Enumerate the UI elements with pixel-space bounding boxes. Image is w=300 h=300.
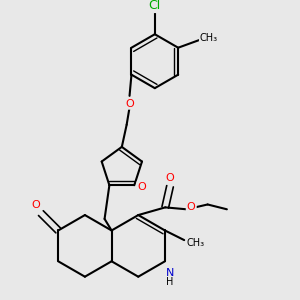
Text: H: H	[166, 278, 173, 287]
Text: O: O	[138, 182, 146, 192]
Text: Cl: Cl	[149, 0, 161, 12]
Text: O: O	[187, 202, 196, 212]
Text: O: O	[32, 200, 40, 210]
Text: CH₃: CH₃	[187, 238, 205, 248]
Text: O: O	[166, 173, 174, 184]
Text: CH₃: CH₃	[200, 33, 218, 43]
Text: N: N	[166, 268, 174, 278]
Text: O: O	[125, 99, 134, 109]
